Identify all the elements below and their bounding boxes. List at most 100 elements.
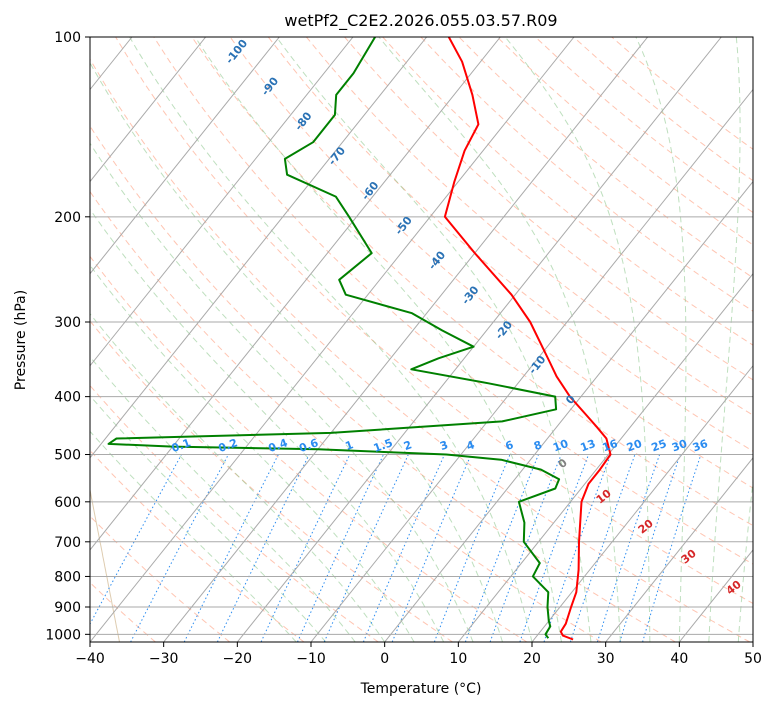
dry-adiabat-line	[90, 581, 156, 642]
mixing-ratio-label: 1	[344, 438, 356, 453]
isotherm-line	[531, 364, 753, 642]
moist-adiabat-line	[737, 476, 753, 642]
moist-adiabat-line	[504, 37, 651, 642]
mixing-ratio-label: 0.1	[170, 436, 193, 455]
dry-adiabat-line	[90, 255, 528, 642]
isotherm-line	[90, 37, 207, 183]
y-tick-label: 500	[54, 448, 81, 464]
mixing-ratio-label: 6	[504, 438, 516, 453]
mixing-ratio-line	[642, 454, 702, 642]
mixing-ratio-line	[543, 454, 612, 642]
y-tick-label: 600	[54, 495, 81, 511]
dry-adiabat-line	[229, 37, 753, 489]
isotherm-line	[90, 37, 280, 275]
mixing-ratio-line	[362, 454, 445, 642]
y-tick-label: 200	[54, 210, 81, 226]
moist-adiabat-line	[708, 37, 741, 642]
dry-adiabat-line	[90, 58, 751, 642]
moist-adiabat-line	[275, 37, 592, 642]
x-tick-label: 30	[597, 651, 615, 667]
x-tick-label: −40	[75, 651, 105, 667]
y-tick-label: 900	[54, 600, 81, 616]
y-tick-label: 1000	[45, 627, 81, 643]
dewpoint-profile-line	[107, 37, 561, 639]
x-tick-label: −10	[296, 651, 326, 667]
mixing-ratio-label: 36	[691, 437, 710, 455]
mixing-ratio-line	[323, 454, 409, 642]
x-tick-label: 10	[449, 651, 467, 667]
dry-adiabat-line	[153, 37, 753, 565]
axes: −40 −30 −20 −10 0 10 20 30 40 5010020030040050060…	[45, 30, 762, 667]
mixing-ratio-line	[260, 454, 351, 642]
y-tick-label: 700	[54, 535, 81, 551]
mixing-ratio-label: 25	[650, 437, 669, 454]
mixing-ratio-label: 2	[402, 438, 414, 453]
isotherm-line	[236, 37, 722, 642]
mixing-ratio-label: 0.2	[217, 436, 240, 455]
moist-adiabat-line	[90, 61, 503, 642]
temperature-profile-line	[443, 37, 612, 641]
y-tick-label: 100	[54, 30, 81, 46]
mixing-ratio-line	[596, 454, 661, 642]
plot-frame	[89, 36, 754, 643]
mixing-ratio-label: 3	[438, 438, 450, 453]
mixing-ratio-line	[619, 454, 681, 642]
mixing-ratio-label: 13	[579, 437, 598, 454]
background-lines	[90, 37, 753, 642]
dry-adiabat-line	[191, 37, 753, 527]
dry-adiabat-line	[90, 125, 676, 642]
mixing-ratio-line	[297, 454, 384, 642]
mixing-ratio-label: 16	[601, 437, 620, 455]
grid	[90, 37, 753, 642]
mixing-ratio-line	[391, 454, 472, 642]
mixing-ratio-label: 1.5	[372, 436, 395, 455]
isotherm-line	[90, 37, 428, 459]
x-tick-label: 0	[380, 651, 389, 667]
x-tick-label: −30	[149, 651, 179, 667]
series-layer	[107, 37, 612, 641]
isotherm-line	[90, 37, 575, 642]
dry-adiabat-line	[90, 320, 453, 642]
moist-adiabat-line	[194, 37, 562, 642]
dry-adiabat-line	[90, 190, 602, 642]
y-axis-label: Pressure (hPa)	[13, 290, 29, 390]
isotherm-line	[163, 37, 649, 642]
moist-adiabat-line	[90, 313, 386, 642]
dry-adiabat-line	[115, 37, 753, 605]
isotherm-line	[384, 180, 753, 642]
mixing-ratio-line	[569, 454, 636, 642]
y-tick-label: 400	[54, 390, 81, 406]
dry-adiabat-line	[420, 37, 753, 312]
isotherm-line	[310, 88, 753, 642]
dry-adiabat-line	[267, 37, 753, 452]
x-tick-label: 50	[744, 651, 762, 667]
mixing-ratio-line	[433, 454, 511, 642]
moist-adiabat-line	[90, 264, 415, 642]
reference-arc	[90, 487, 120, 642]
mixing-ratio-label: 8	[532, 438, 544, 453]
moist-adiabat-line	[129, 37, 533, 642]
mixing-ratio-label: 10	[551, 437, 570, 455]
isotherm-line	[605, 457, 753, 642]
y-tick-label: 300	[54, 315, 81, 331]
mixing-ratio-label: 0.4	[267, 436, 290, 455]
chart-title: wetPf2_C2E2.2026.055.03.57.R09	[284, 11, 557, 31]
moist-adiabat-line	[90, 356, 356, 642]
mixing-ratio-line	[90, 454, 182, 626]
mixing-ratio-label: 4	[465, 438, 477, 453]
mixing-ratio-label: 30	[670, 437, 689, 455]
mixing-ratio-line	[519, 454, 590, 642]
mixing-ratio-label: 0.6	[297, 436, 320, 455]
y-tick-label: 800	[54, 569, 81, 585]
x-axis-label: Temperature (°C)	[360, 681, 482, 697]
isotherm-line	[90, 37, 501, 551]
moist-adiabat-line	[90, 142, 474, 642]
mixing-ratio-line	[489, 454, 562, 642]
mixing-ratio-label: 20	[625, 437, 644, 455]
moist-adiabat-line	[378, 37, 621, 642]
isotherm-line	[90, 37, 354, 367]
x-tick-label: 40	[670, 651, 688, 667]
x-tick-label: −20	[223, 651, 253, 667]
moist-adiabat-line	[635, 37, 687, 642]
